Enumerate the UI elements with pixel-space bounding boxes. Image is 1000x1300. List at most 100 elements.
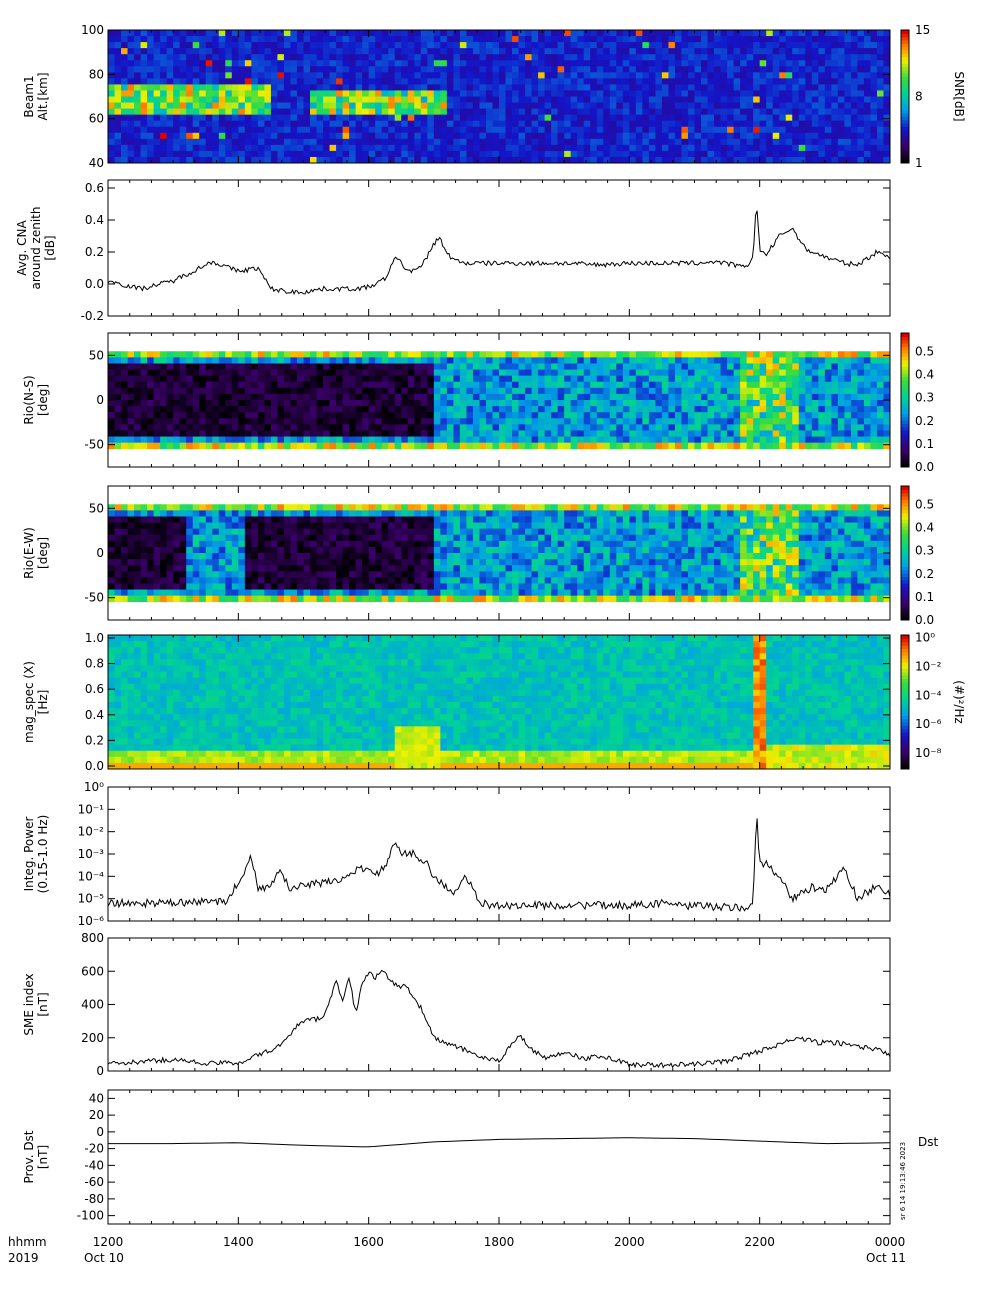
heatmap-cell xyxy=(153,363,161,370)
heatmap-cell xyxy=(283,84,291,91)
heatmap-cell xyxy=(134,114,141,122)
heatmap-cell xyxy=(466,78,474,85)
heatmap-cell xyxy=(433,84,441,91)
heatmap-cell xyxy=(616,60,624,67)
heatmap-cell xyxy=(863,436,871,444)
heatmap-cell xyxy=(564,400,572,407)
heatmap-cell xyxy=(876,442,884,450)
heatmap-cell xyxy=(414,387,422,395)
heatmap-cell xyxy=(753,78,761,85)
heatmap-cell xyxy=(381,48,389,55)
heatmap-cell xyxy=(544,126,552,134)
heatmap-cell xyxy=(570,393,578,401)
heatmap-cell xyxy=(186,90,194,97)
heatmap-cell xyxy=(570,120,578,128)
heatmap-cell xyxy=(459,30,467,37)
heatmap-cell xyxy=(459,369,467,377)
heatmap-cell xyxy=(635,60,643,67)
heatmap-cell xyxy=(270,30,278,37)
heatmap-cell xyxy=(401,48,409,55)
heatmap-cell xyxy=(512,381,519,389)
heatmap-cell xyxy=(277,424,285,431)
heatmap-cell xyxy=(303,442,311,450)
heatmap-cell xyxy=(831,156,839,164)
heatmap-cell xyxy=(199,42,207,49)
heatmap-cell xyxy=(759,72,767,79)
heatmap-cell xyxy=(303,150,311,158)
heatmap-cell xyxy=(616,351,624,358)
heatmap-cell xyxy=(525,72,532,79)
heatmap-cell xyxy=(590,369,598,377)
heatmap-cell xyxy=(720,375,728,383)
heatmap-cell xyxy=(453,144,461,152)
heatmap-cell xyxy=(270,78,278,85)
heatmap-cell xyxy=(212,66,220,73)
heatmap-cell xyxy=(609,393,617,401)
heatmap-cell xyxy=(401,72,409,79)
heatmap-cell xyxy=(147,42,155,49)
heatmap-cell xyxy=(355,102,363,109)
heatmap-cell xyxy=(863,393,871,401)
heatmap-cell xyxy=(766,90,774,97)
heatmap-cell xyxy=(127,540,135,548)
heatmap-cell xyxy=(779,78,787,85)
heatmap-cell xyxy=(414,357,422,364)
heatmap-cell xyxy=(485,144,493,152)
heatmap-cell xyxy=(857,418,865,425)
heatmap-cell xyxy=(466,108,474,116)
heatmap-cell xyxy=(844,150,852,158)
heatmap-cell xyxy=(199,72,207,79)
heatmap-cell xyxy=(212,126,220,134)
heatmap-cell xyxy=(173,132,181,140)
heatmap-cell xyxy=(218,424,226,431)
heatmap-cell xyxy=(863,132,871,140)
heatmap-cell xyxy=(310,108,317,116)
colorbar-cell xyxy=(901,333,909,337)
heatmap-cell xyxy=(466,150,474,158)
heatmap-cell xyxy=(264,114,272,122)
heatmap-cell xyxy=(766,66,774,73)
heatmap-cell xyxy=(414,418,422,425)
heatmap-cell xyxy=(212,351,220,358)
heatmap-cell xyxy=(375,42,383,49)
heatmap-cell xyxy=(655,363,663,370)
heatmap-cell xyxy=(792,150,800,158)
heatmap-cell xyxy=(316,96,324,103)
heatmap-cell xyxy=(140,54,148,61)
heatmap-cell xyxy=(127,363,135,370)
heatmap-cell xyxy=(857,387,865,395)
heatmap-cell xyxy=(753,156,761,164)
heatmap-cell xyxy=(121,393,128,401)
heatmap-cell xyxy=(388,78,396,85)
heatmap-cell xyxy=(160,400,168,407)
heatmap-cell xyxy=(531,363,539,370)
heatmap-cell xyxy=(179,363,187,370)
heatmap-cell xyxy=(368,114,376,122)
heatmap-cell xyxy=(251,156,259,164)
heatmap-cell xyxy=(108,424,115,431)
heatmap-cell xyxy=(368,132,376,140)
heatmap-cell xyxy=(824,36,832,43)
heatmap-cell xyxy=(753,400,761,407)
heatmap-cell xyxy=(655,126,663,134)
heatmap-cell xyxy=(811,375,819,383)
heatmap-cell xyxy=(160,430,168,437)
heatmap-cell xyxy=(290,54,298,61)
heatmap-cell xyxy=(375,90,383,97)
heatmap-cell xyxy=(876,84,884,91)
heatmap-cell xyxy=(551,442,559,450)
heatmap-cell xyxy=(257,138,265,146)
heatmap-cell xyxy=(270,351,278,358)
heatmap-cell xyxy=(394,96,402,103)
heatmap-cell xyxy=(661,387,669,395)
heatmap-cell xyxy=(811,42,819,49)
heatmap-cell xyxy=(479,90,487,97)
heatmap-cell xyxy=(231,369,239,377)
heatmap-cell xyxy=(205,351,213,358)
heatmap-cell xyxy=(472,60,480,67)
heatmap-cell xyxy=(186,114,194,122)
heatmap-cell xyxy=(766,412,774,419)
heatmap-cell xyxy=(857,132,865,140)
heatmap-cell xyxy=(616,363,624,370)
heatmap-cell xyxy=(668,126,676,134)
